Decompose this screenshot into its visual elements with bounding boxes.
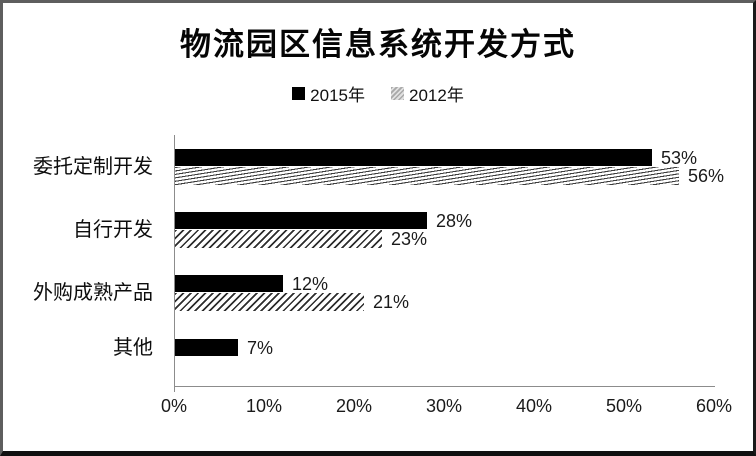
category-label-3: 其他 — [113, 336, 153, 359]
bar-2012-0 — [175, 166, 679, 185]
x-tick-label-0: 0% — [160, 396, 188, 416]
category-axis: 委托定制开发自行开发外购成熟产品其他 — [3, 135, 153, 386]
x-tick-label-1: 10% — [245, 396, 283, 416]
bar-2015-1-value: 28% — [436, 210, 473, 231]
legend-swatch-solid-icon — [292, 87, 306, 100]
legend-swatch-hatched-icon — [391, 87, 404, 100]
legend-label-0: 2015年 — [310, 86, 365, 105]
x-tick-label-5: 50% — [605, 396, 643, 416]
bar-2012-2-value: 21% — [373, 291, 410, 312]
legend-label-1: 2012年 — [409, 86, 464, 105]
chart-title: 物流园区信息系统开发方式 — [180, 27, 576, 62]
category-label-2: 外购成熟产品 — [33, 282, 153, 304]
category-label-1: 自行开发 — [73, 219, 153, 241]
legend-item-2015: 2015年 — [292, 81, 365, 106]
bar-2012-1-value: 23% — [391, 228, 428, 249]
x-tick-label-2: 20% — [335, 396, 373, 416]
x-tick-label-3: 30% — [425, 396, 463, 416]
x-tick-label-6: 60% — [695, 396, 733, 416]
bar-2012-1 — [175, 229, 382, 248]
axis-tick-stub — [174, 386, 175, 392]
x-axis: 0% 10% 20% 30% 40% 50% 60% — [3, 396, 753, 422]
bar-2015-2 — [175, 275, 283, 292]
bar-2012-2 — [175, 292, 364, 311]
x-tick-label-4: 40% — [515, 396, 553, 416]
bar-2012-0-value: 56% — [688, 165, 725, 186]
category-label-0: 委托定制开发 — [33, 156, 153, 178]
bar-2015-3-value: 7% — [247, 337, 274, 358]
bar-2015-3 — [175, 339, 238, 356]
bar-2015-0 — [175, 149, 652, 166]
chart-legend: 2015年 2012年 — [3, 81, 753, 106]
bar-2015-2-value: 12% — [292, 273, 329, 294]
bar-2015-1 — [175, 212, 427, 229]
legend-item-2012: 2012年 — [391, 81, 464, 106]
bar-2015-0-value: 53% — [661, 147, 698, 168]
plot-area: 53% 56% 28% 23% 12% 21% 7% — [174, 135, 724, 387]
chart-canvas: 委托定制开发 自行开发 外购成熟产品 其他 53% 56% 28% 23% 12% 21% 7% … — [3, 3, 753, 451]
